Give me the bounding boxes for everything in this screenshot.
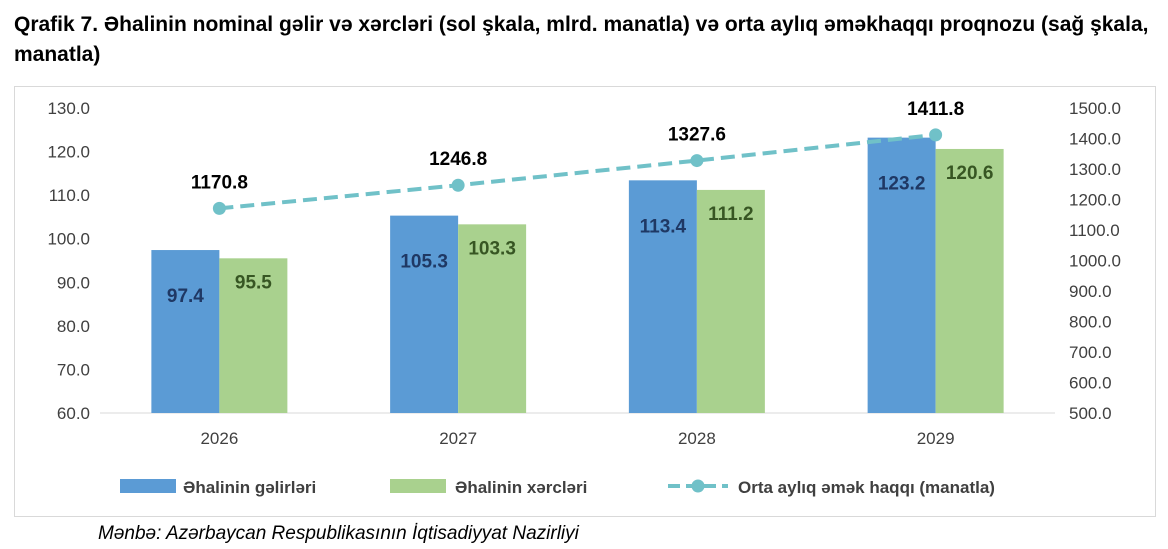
wage-point — [690, 154, 704, 168]
y-right-tick-label: 700.0 — [1069, 343, 1112, 362]
expenses-data-label: 120.6 — [946, 163, 994, 184]
y-right-tick-label: 1300.0 — [1069, 160, 1121, 179]
wage-point — [212, 201, 226, 215]
wage-data-label: 1327.6 — [668, 125, 726, 146]
y-right-tick-label: 600.0 — [1069, 374, 1112, 393]
axes-layer: 60.0 70.0 80.0 90.0 100.0 110.0 120.0 130.0 500.… — [47, 99, 1121, 448]
y-right-tick-label: 1000.0 — [1069, 252, 1121, 271]
y-right-tick-label: 500.0 — [1069, 404, 1112, 423]
expenses-bar — [935, 148, 1004, 413]
wage-data-label: 1411.8 — [907, 99, 964, 120]
y-right-tick-label: 1100.0 — [1069, 221, 1120, 240]
y-left-tick-label: 120.0 — [47, 143, 90, 162]
y-left-tick-label: 130.0 — [47, 99, 90, 118]
wage-line — [219, 132, 936, 211]
income-data-label: 97.4 — [167, 286, 204, 307]
expenses-data-label: 111.2 — [708, 204, 753, 225]
income-bar — [867, 137, 936, 413]
x-tick-label: 2026 — [200, 429, 238, 448]
y-left-tick-label: 100.0 — [47, 230, 90, 249]
source-note: Mənbə: Azərbaycan Respublikasının İqtisa… — [98, 523, 579, 544]
income-data-label: 105.3 — [400, 252, 448, 273]
expenses-data-label: 95.5 — [235, 272, 272, 293]
y-right-tick-label: 1500.0 — [1069, 99, 1121, 118]
expenses-bar — [458, 224, 527, 413]
income-data-label: 123.2 — [878, 174, 926, 195]
legend-swatch-income — [120, 479, 176, 493]
bars-layer — [151, 137, 1004, 413]
wage-line-layer — [212, 128, 943, 215]
legend-label-income: Əhalinin gəlirləri — [183, 478, 316, 497]
x-tick-label: 2028 — [678, 429, 716, 448]
income-data-label: 113.4 — [640, 216, 687, 237]
y-right-tick-label: 1400.0 — [1069, 130, 1121, 149]
legend-swatch-wage-point — [691, 479, 705, 493]
legend-label-wage: Orta aylıq əmək haqqı (manatla) — [738, 478, 995, 497]
chart-frame — [14, 86, 1156, 517]
y-left-tick-label: 60.0 — [57, 404, 90, 423]
legend-swatch-expenses — [390, 479, 446, 493]
y-right-tick-label: 1200.0 — [1069, 191, 1121, 210]
chart-title: Qrafik 7. Əhalinin nominal gəlir və xərc… — [14, 13, 1149, 66]
y-left-tick-label: 90.0 — [57, 273, 90, 292]
legend: Əhalinin gəlirləri Əhalinin xərcləri Orta … — [120, 478, 995, 497]
wage-data-label: 1246.8 — [429, 149, 487, 170]
y-left-tick-label: 110.0 — [49, 186, 90, 205]
wage-data-label: 1170.8 — [191, 172, 248, 193]
y-left-tick-label: 80.0 — [57, 317, 90, 336]
legend-label-expenses: Əhalinin xərcləri — [455, 478, 587, 497]
x-tick-label: 2027 — [439, 429, 477, 448]
expenses-data-label: 103.3 — [468, 238, 516, 259]
income-bar — [151, 250, 220, 413]
y-right-tick-label: 900.0 — [1069, 282, 1112, 301]
income-bar — [628, 180, 697, 413]
expenses-bar — [696, 189, 765, 413]
wage-point — [929, 128, 943, 142]
y-left-tick-label: 70.0 — [57, 360, 90, 379]
income-bar — [390, 215, 459, 413]
expenses-bar — [219, 258, 288, 413]
x-tick-label: 2029 — [917, 429, 955, 448]
wage-point — [451, 178, 465, 192]
data-labels-layer: 97.4 95.5 105.3 103.3 113.4 111.2 123.2 120.6 11… — [167, 99, 994, 307]
y-right-tick-label: 800.0 — [1069, 313, 1112, 332]
